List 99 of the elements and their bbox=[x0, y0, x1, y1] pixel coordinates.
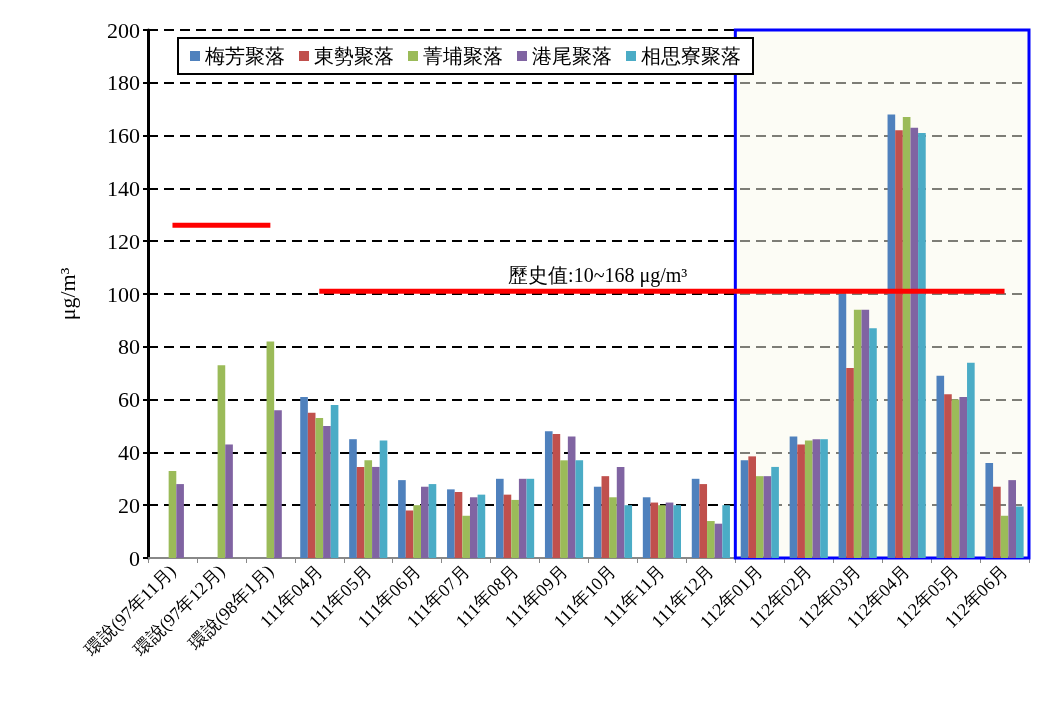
bar bbox=[936, 375, 945, 558]
bar bbox=[372, 466, 380, 558]
bar bbox=[748, 456, 756, 558]
bar bbox=[673, 505, 682, 558]
bar bbox=[944, 394, 952, 558]
bar bbox=[616, 466, 625, 558]
bar bbox=[168, 470, 177, 558]
bar bbox=[462, 515, 470, 558]
bar bbox=[567, 436, 576, 558]
bar bbox=[560, 460, 568, 558]
bar bbox=[225, 444, 233, 558]
bar bbox=[910, 127, 919, 558]
bar bbox=[624, 505, 633, 558]
bar bbox=[887, 114, 896, 558]
bar bbox=[428, 484, 437, 558]
legend-label: 港尾聚落 bbox=[532, 45, 612, 67]
bar bbox=[1008, 480, 1016, 558]
bar bbox=[413, 505, 422, 558]
bar bbox=[861, 309, 870, 558]
y-tick-label: 0 bbox=[129, 545, 140, 571]
y-axis-title: μg/m³ bbox=[54, 267, 80, 321]
y-tick-label: 40 bbox=[118, 439, 140, 465]
bar bbox=[1000, 515, 1009, 558]
y-tick-label: 200 bbox=[107, 17, 140, 43]
bar bbox=[447, 489, 455, 558]
bar bbox=[176, 484, 184, 558]
bar bbox=[274, 410, 282, 558]
bar bbox=[323, 426, 331, 558]
bar bbox=[918, 132, 926, 558]
bar bbox=[665, 502, 674, 558]
legend-label: 相思寮聚落 bbox=[641, 45, 741, 67]
bar bbox=[398, 480, 406, 558]
bar bbox=[820, 439, 828, 558]
bar bbox=[846, 367, 854, 558]
y-tick-label: 120 bbox=[107, 228, 140, 254]
bar bbox=[869, 328, 877, 558]
bar bbox=[454, 492, 463, 558]
bar bbox=[707, 521, 715, 558]
bar bbox=[593, 486, 602, 558]
bar bbox=[902, 117, 911, 558]
bar bbox=[477, 494, 486, 558]
bar bbox=[217, 365, 226, 558]
bar bbox=[300, 396, 308, 558]
bar bbox=[951, 399, 960, 558]
bar bbox=[511, 499, 519, 558]
bar bbox=[895, 130, 903, 558]
bar bbox=[1015, 506, 1024, 558]
bar bbox=[315, 418, 324, 558]
bar bbox=[552, 433, 561, 558]
bar bbox=[763, 476, 772, 558]
annotation: 歷史值:10~168 μg/m³ bbox=[508, 264, 688, 288]
bar bbox=[755, 476, 764, 558]
bar bbox=[699, 484, 708, 558]
bar bbox=[959, 396, 968, 558]
legend-label: 梅芳聚落 bbox=[204, 45, 285, 67]
bar bbox=[469, 497, 478, 558]
bar bbox=[797, 444, 805, 558]
y-tick-label: 100 bbox=[107, 281, 140, 307]
bar bbox=[722, 505, 730, 558]
bar bbox=[379, 440, 388, 558]
bar bbox=[544, 431, 553, 558]
bar bbox=[266, 341, 275, 558]
bar bbox=[642, 497, 651, 558]
legend-label: 菁埔聚落 bbox=[423, 45, 503, 67]
bar bbox=[658, 505, 666, 558]
legend-label: 東勢聚落 bbox=[314, 45, 394, 67]
bar bbox=[691, 478, 700, 558]
bar bbox=[838, 294, 847, 558]
bar bbox=[364, 460, 373, 558]
bar bbox=[985, 462, 994, 558]
bar bbox=[967, 362, 975, 558]
bar bbox=[740, 460, 749, 558]
bar bbox=[812, 439, 821, 558]
y-tick-label: 140 bbox=[107, 175, 140, 201]
bar bbox=[518, 478, 527, 558]
y-tick-label: 20 bbox=[118, 492, 140, 518]
bar bbox=[503, 494, 512, 558]
bar bbox=[496, 478, 504, 558]
bar bbox=[853, 309, 862, 558]
bar bbox=[601, 476, 610, 558]
y-tick-label: 80 bbox=[118, 334, 140, 360]
bar bbox=[330, 404, 339, 558]
bar bbox=[789, 436, 798, 558]
bar bbox=[804, 440, 813, 558]
bar bbox=[993, 486, 1001, 558]
bar bbox=[714, 523, 723, 558]
y-tick-label: 160 bbox=[107, 123, 140, 149]
bar bbox=[609, 497, 617, 558]
bar bbox=[526, 478, 535, 558]
bar bbox=[650, 502, 659, 558]
bar bbox=[575, 460, 584, 558]
bar bbox=[356, 466, 365, 558]
bar bbox=[405, 510, 414, 558]
bar bbox=[307, 412, 316, 558]
bar bbox=[771, 466, 779, 558]
bar bbox=[421, 486, 429, 558]
y-tick-label: 180 bbox=[107, 70, 140, 96]
bar bbox=[349, 439, 357, 558]
y-tick-label: 60 bbox=[118, 387, 140, 413]
